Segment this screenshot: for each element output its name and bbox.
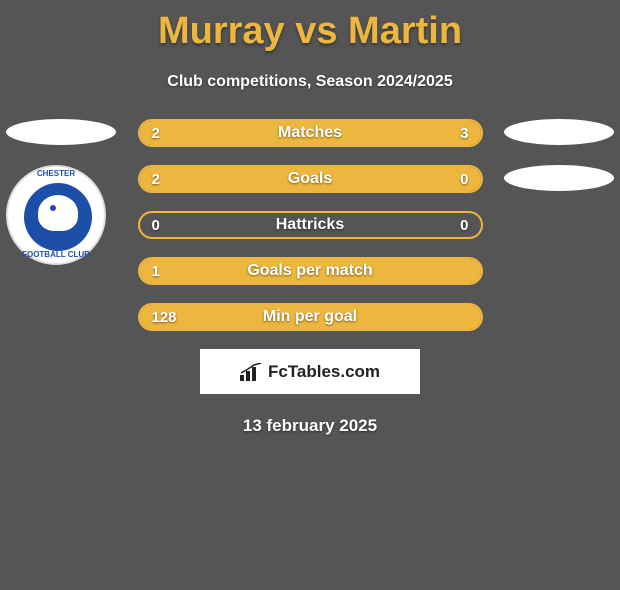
stat-label: Goals per match	[140, 259, 481, 283]
crest-eye	[50, 205, 56, 211]
stat-label: Hattricks	[140, 213, 481, 237]
club-crest: CHESTER FOOTBALL CLUB	[6, 165, 106, 265]
content: CHESTER FOOTBALL CLUB 23Matches 20Goals 00…	[0, 119, 620, 436]
stat-bar: 23Matches	[138, 119, 483, 147]
stat-label: Min per goal	[140, 305, 481, 329]
stat-bar: 00Hattricks	[138, 211, 483, 239]
stat-label: Matches	[140, 121, 481, 145]
brand-box: FcTables.com	[200, 349, 420, 394]
crest-face	[38, 195, 78, 231]
stats-bars: 23Matches 20Goals 00Hattricks 1Goals per ma…	[138, 119, 483, 331]
right-ellipse-1	[504, 119, 614, 145]
subtitle: Club competitions, Season 2024/2025	[0, 73, 620, 91]
date-text: 13 february 2025	[0, 416, 620, 436]
brand-text: FcTables.com	[268, 362, 380, 382]
right-ellipse-2	[504, 165, 614, 191]
crest-top-text: CHESTER	[8, 169, 104, 178]
stat-label: Goals	[140, 167, 481, 191]
left-ellipse	[6, 119, 116, 145]
brand-chart-icon	[240, 363, 262, 381]
page-title: Murray vs Martin	[0, 10, 620, 53]
stat-bar: 128Min per goal	[138, 303, 483, 331]
crest-bottom-text: FOOTBALL CLUB	[8, 250, 104, 259]
left-badge-col: CHESTER FOOTBALL CLUB	[6, 119, 116, 265]
right-badge-col	[504, 119, 614, 191]
stat-bar: 1Goals per match	[138, 257, 483, 285]
stat-bar: 20Goals	[138, 165, 483, 193]
